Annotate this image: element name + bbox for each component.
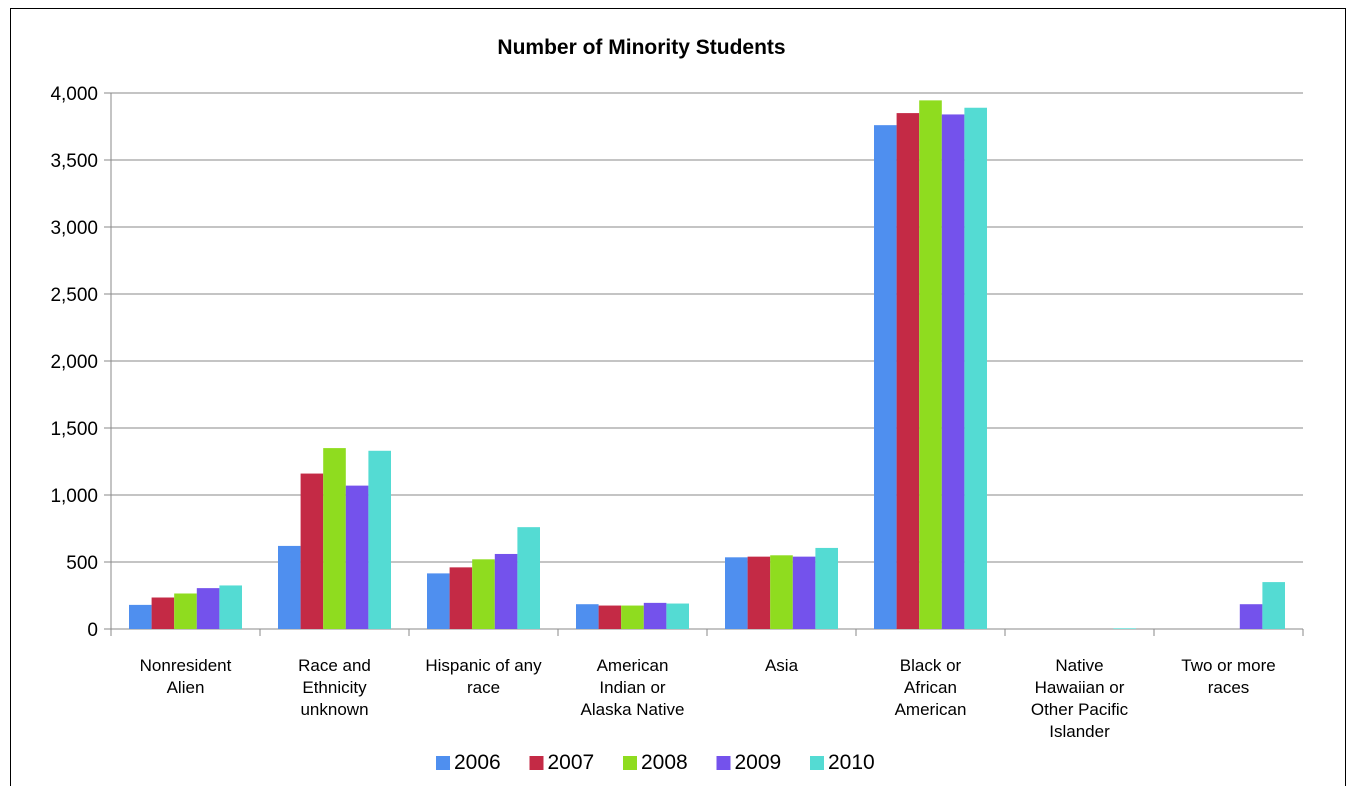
bar-2007 — [300, 473, 324, 629]
category-label: Other Pacific — [1031, 700, 1129, 719]
category-label: unknown — [300, 700, 368, 719]
category-label: Native — [1055, 656, 1103, 675]
bar-2010 — [815, 547, 838, 629]
bar-2010 — [368, 450, 391, 629]
legend-label: 2007 — [548, 751, 595, 774]
bar-2009 — [1239, 604, 1263, 629]
bar-2006 — [129, 604, 152, 629]
bar-2008 — [323, 448, 346, 629]
category-label: Asia — [765, 656, 799, 675]
category-label: race — [467, 678, 500, 697]
bar-2009 — [345, 485, 369, 629]
y-tick-label: 4,000 — [50, 84, 98, 105]
y-tick-label: 2,000 — [50, 352, 98, 373]
category-label: Black or — [900, 656, 962, 675]
bar-2007 — [896, 113, 920, 630]
category-label: Two or more — [1181, 656, 1275, 675]
bar-2009 — [494, 553, 518, 629]
y-tick-label: 0 — [87, 620, 98, 641]
bar-2008 — [919, 100, 942, 630]
bar-2007 — [598, 605, 622, 629]
category-label: Hispanic of any — [425, 656, 542, 675]
category-label: Alien — [167, 678, 205, 697]
legend-swatch-2007 — [529, 756, 544, 770]
bar-2008 — [770, 555, 793, 629]
y-tick-label: 1,500 — [50, 419, 98, 440]
category-label: American — [597, 656, 669, 675]
bar-2010 — [517, 527, 540, 629]
bar-2007 — [747, 556, 771, 629]
bar-2008 — [621, 605, 644, 629]
category-label: Islander — [1049, 722, 1110, 741]
bar-2009 — [941, 114, 965, 629]
legend-label: 2009 — [735, 751, 782, 774]
bar-2006 — [427, 573, 450, 629]
bar-2006 — [725, 557, 748, 629]
category-label: American — [895, 700, 967, 719]
legend-swatch-2009 — [716, 756, 731, 770]
category-label: Indian or — [599, 678, 665, 697]
bar-2009 — [792, 556, 816, 629]
category-label: Ethnicity — [302, 678, 367, 697]
bar-2010 — [1113, 628, 1136, 629]
bar-2008 — [174, 593, 197, 629]
y-tick-label: 2,500 — [50, 285, 98, 306]
y-tick-label: 3,500 — [50, 151, 98, 172]
category-label: races — [1208, 678, 1250, 697]
legend-swatch-2010 — [810, 756, 824, 770]
bar-2010 — [219, 585, 242, 629]
category-label: Hawaiian or — [1035, 678, 1125, 697]
bar-2009 — [643, 602, 667, 629]
y-tick-label: 3,000 — [50, 218, 98, 239]
bar-2010 — [964, 107, 987, 630]
bar-2008 — [472, 559, 495, 629]
bar-2006 — [576, 604, 599, 629]
bar-2010 — [666, 603, 689, 629]
legend-swatch-2006 — [436, 756, 450, 770]
bar-2010 — [1262, 582, 1285, 629]
legend-label: 2008 — [641, 751, 688, 774]
bar-2007 — [151, 597, 175, 629]
category-label: African — [904, 678, 957, 697]
chart-frame — [10, 8, 1346, 786]
legend-label: 2006 — [454, 751, 501, 774]
category-label: Alaska Native — [581, 700, 685, 719]
category-label: Nonresident — [140, 656, 232, 675]
chart-title: Number of Minority Students — [497, 36, 786, 59]
bar-2007 — [449, 567, 473, 629]
bar-2006 — [278, 545, 301, 629]
bar-2009 — [196, 588, 220, 629]
category-label: Race and — [298, 656, 371, 675]
y-tick-label: 1,000 — [50, 486, 98, 507]
y-tick-label: 500 — [66, 553, 98, 574]
bar-2006 — [874, 125, 897, 629]
legend-label: 2010 — [828, 751, 875, 774]
legend-swatch-2008 — [623, 756, 637, 770]
